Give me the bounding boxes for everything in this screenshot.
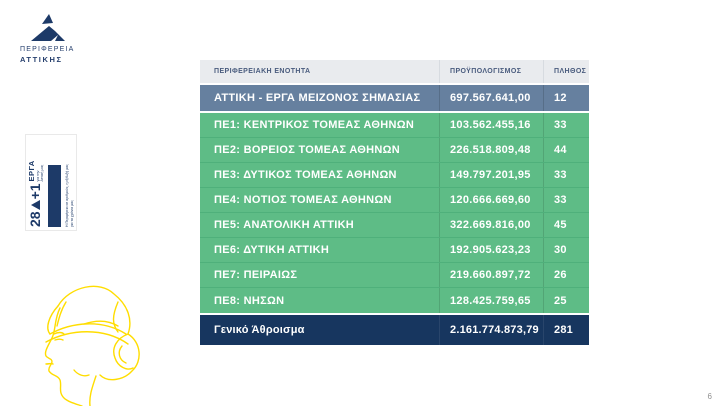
row-name: ΠΕ4: ΝΟΤΙΟΣ ΤΟΜΕΑΣ ΑΘΗΝΩΝ: [214, 194, 392, 206]
row-count: 30: [554, 244, 567, 256]
total-label: Γενικό Άθροισμα: [214, 324, 305, 336]
attica-triangle-icon: [31, 14, 65, 41]
row-name: ΠΕ5: ΑΝΑΤΟΛΙΚΗ ΑΤΤΙΚΗ: [214, 219, 355, 231]
row-count: 25: [554, 294, 567, 307]
row-budget: 219.660.897,72: [450, 269, 531, 281]
row-budget: 149.797.201,95: [450, 169, 531, 181]
row-name: ΠΕ6: ΔΥΤΙΚΗ ΑΤΤΙΚΗ: [214, 244, 330, 256]
row-name: ΠΕ3: ΔΥΤΙΚΟΣ ΤΟΜΕΑΣ ΑΘΗΝΩΝ: [214, 169, 397, 181]
badge-tagline-2: Αττική μας: [39, 164, 44, 182]
row-count: 44: [554, 144, 567, 156]
table-row: ΠΕ8: ΝΗΣΩΝ 128.425.759,65 25: [200, 288, 589, 313]
table-row: ΠΕ1: ΚΕΝΤΡΙΚΟΣ ΤΟΜΕΑΣ ΑΘΗΝΩΝ 103.562.455…: [200, 113, 589, 138]
row-name: ΠΕ7: ΠΕΙΡΑΙΩΣ: [214, 269, 298, 281]
regional-unit-rows: ΠΕ1: ΚΕΝΤΡΙΚΟΣ ΤΟΜΕΑΣ ΑΘΗΝΩΝ 103.562.455…: [200, 113, 589, 313]
total-budget: 2.161.774.873,79: [450, 324, 539, 336]
row-name: ΑΤΤΙΚΗ - ΕΡΓΑ ΜΕΙΖΟΝΟΣ ΣΗΜΑΣΙΑΣ: [214, 92, 421, 104]
header-regional-unit: ΠΕΡΙΦΕΡΕΙΑΚΗ ΕΝΟΤΗΤΑ: [214, 68, 311, 75]
280plus1-badge: 28 +1 ΕΡΓΑ για την Αττική μας Η Περιφέρει…: [25, 134, 77, 231]
logo-org-name: ΠΕΡΙΦΕΡΕΙΑ: [20, 46, 75, 53]
badge-navy-bar: [48, 165, 62, 227]
header-budget: ΠΡΟΫΠΟΛΟΓΙΣΜΟΣ: [439, 60, 543, 83]
page-number: 6: [707, 392, 712, 401]
classical-head-line-art: [44, 285, 140, 406]
row-name: ΠΕ8: ΝΗΣΩΝ: [214, 294, 285, 307]
row-count: 26: [554, 269, 567, 281]
row-name: ΠΕ1: ΚΕΝΤΡΙΚΟΣ ΤΟΜΕΑΣ ΑΘΗΝΩΝ: [214, 119, 415, 131]
row-count: 33: [554, 119, 567, 131]
badge-number: 28 +1: [27, 183, 43, 227]
row-count: 33: [554, 169, 567, 181]
table-row: ΠΕ2: ΒΟΡΕΙΟΣ ΤΟΜΕΑΣ ΑΘΗΝΩΝ 226.518.809,4…: [200, 138, 589, 163]
badge-erga-label: ΕΡΓΑ: [27, 160, 36, 182]
logo-org-region: ΑΤΤΙΚΗΣ: [20, 54, 63, 64]
table-row: ΠΕ6: ΔΥΤΙΚΗ ΑΤΤΙΚΗ 192.905.623,23 30: [200, 238, 589, 263]
row-budget: 226.518.809,48: [450, 144, 531, 156]
row-budget: 103.562.455,16: [450, 119, 531, 131]
badge-smallprint-2: για τα χρόνια μας: [69, 200, 74, 227]
total-count: 281: [554, 324, 573, 336]
table-row-attiki-major: ΑΤΤΙΚΗ - ΕΡΓΑ ΜΕΙΖΟΝΟΣ ΣΗΜΑΣΙΑΣ 697.567.…: [200, 85, 589, 111]
row-count: 33: [554, 194, 567, 206]
header-count: ΠΛΗΘΟΣ: [543, 60, 589, 83]
triangle-zero-icon: [30, 200, 40, 211]
attica-region-logo: ΠΕΡΙΦΕΡΕΙΑ ΑΤΤΙΚΗΣ: [20, 12, 92, 64]
row-budget: 120.666.669,60: [450, 194, 531, 206]
table-row: ΠΕ5: ΑΝΑΤΟΛΙΚΗ ΑΤΤΙΚΗ 322.669.816,00 45: [200, 213, 589, 238]
row-budget: 322.669.816,00: [450, 219, 531, 231]
row-budget: 128.425.759,65: [450, 294, 531, 307]
table-total-row: Γενικό Άθροισμα 2.161.774.873,79 281: [200, 315, 589, 345]
budget-table: ΠΕΡΙΦΕΡΕΙΑΚΗ ΕΝΟΤΗΤΑ ΠΡΟΫΠΟΛΟΓΙΣΜΟΣ ΠΛΗΘ…: [200, 60, 589, 345]
table-header-row: ΠΕΡΙΦΕΡΕΙΑΚΗ ΕΝΟΤΗΤΑ ΠΡΟΫΠΟΛΟΓΙΣΜΟΣ ΠΛΗΘ…: [200, 60, 589, 83]
row-budget: 697.567.641,00: [450, 92, 531, 104]
row-budget: 192.905.623,23: [450, 244, 531, 256]
row-name: ΠΕ2: ΒΟΡΕΙΟΣ ΤΟΜΕΑΣ ΑΘΗΝΩΝ: [214, 144, 400, 156]
table-row: ΠΕ7: ΠΕΙΡΑΙΩΣ 219.660.897,72 26: [200, 263, 589, 288]
row-count: 45: [554, 219, 567, 231]
table-row: ΠΕ3: ΔΥΤΙΚΟΣ ΤΟΜΕΑΣ ΑΘΗΝΩΝ 149.797.201,9…: [200, 163, 589, 188]
row-count: 12: [554, 92, 567, 104]
table-row: ΠΕ4: ΝΟΤΙΟΣ ΤΟΜΕΑΣ ΑΘΗΝΩΝ 120.666.669,60…: [200, 188, 589, 213]
